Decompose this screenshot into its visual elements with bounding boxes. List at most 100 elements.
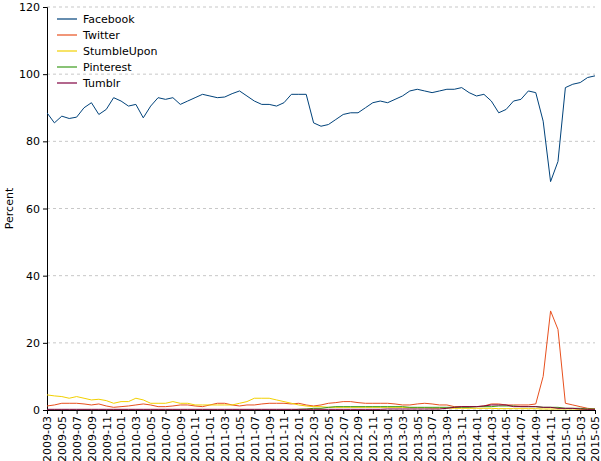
x-tick-mark — [373, 410, 374, 414]
plot: 0204060801001202009-032009-052009-072009… — [19, 1, 601, 461]
y-tick: 120 — [19, 1, 47, 14]
x-tick: 2014-11 — [545, 410, 558, 461]
x-tick-mark — [551, 410, 552, 414]
y-tick-mark — [43, 209, 47, 210]
y-tick-mark — [43, 7, 47, 8]
x-tick-label: 2011-01 — [204, 416, 217, 461]
x-tick: 2010-01 — [115, 410, 128, 461]
x-tick: 2013-05 — [412, 410, 425, 461]
y-tick-label: 0 — [33, 404, 40, 417]
x-tick-mark — [521, 410, 522, 414]
x-tick-mark — [314, 410, 315, 414]
y-tick-label: 100 — [19, 68, 40, 81]
x-tick: 2012-05 — [323, 410, 336, 461]
y-tick: 80 — [26, 135, 47, 148]
x-tick-label: 2015-01 — [560, 416, 573, 461]
y-tick: 100 — [19, 68, 47, 81]
x-tick-mark — [151, 410, 152, 414]
x-tick: 2014-07 — [515, 410, 528, 461]
x-tick-mark — [536, 410, 537, 414]
x-tick-mark — [417, 410, 418, 414]
x-tick: 2009-05 — [56, 410, 69, 461]
x-tick-label: 2012-11 — [367, 416, 380, 461]
x-tick-label: 2012-09 — [352, 416, 365, 461]
x-tick-mark — [195, 410, 196, 414]
x-tick: 2009-03 — [41, 410, 54, 461]
x-tick-mark — [299, 410, 300, 414]
x-tick: 2011-03 — [219, 410, 232, 461]
chart: 0204060801001202009-032009-052009-072009… — [0, 0, 601, 461]
x-tick-label: 2010-01 — [115, 416, 128, 461]
x-tick-label: 2009-11 — [101, 416, 114, 461]
x-tick-mark — [240, 410, 241, 414]
y-tick-mark — [43, 74, 47, 75]
legend-item: Facebook — [57, 13, 135, 26]
x-tick-mark — [77, 410, 78, 414]
grid-line — [47, 208, 595, 209]
x-tick-label: 2010-03 — [130, 416, 143, 461]
x-tick-label: 2013-07 — [426, 416, 439, 461]
y-tick-mark — [43, 343, 47, 344]
y-tick-label: 40 — [26, 270, 40, 283]
x-tick-label: 2010-07 — [160, 416, 173, 461]
y-tick: 0 — [33, 404, 47, 417]
x-tick-label: 2014-03 — [486, 416, 499, 461]
legend-label: Facebook — [83, 13, 135, 26]
x-tick: 2011-09 — [264, 410, 277, 461]
legend-swatch — [57, 82, 77, 83]
x-tick: 2012-11 — [367, 410, 380, 461]
x-tick: 2009-09 — [86, 410, 99, 461]
x-tick-label: 2011-11 — [278, 416, 291, 461]
legend-label: StumbleUpon — [83, 45, 158, 58]
grid-line — [47, 342, 595, 343]
legend-item: Pinterest — [57, 61, 132, 74]
x-tick: 2010-09 — [175, 410, 188, 461]
grid — [47, 7, 595, 410]
y-tick-label: 120 — [19, 1, 40, 14]
x-tick-mark — [180, 410, 181, 414]
series-line — [47, 76, 595, 182]
x-tick: 2010-05 — [145, 410, 158, 461]
x-tick: 2011-11 — [278, 410, 291, 461]
x-tick: 2012-01 — [293, 410, 306, 461]
legend-swatch — [57, 66, 77, 67]
x-tick-mark — [343, 410, 344, 414]
x-tick-mark — [210, 410, 211, 414]
y-tick-mark — [43, 276, 47, 277]
series-line — [47, 395, 595, 409]
legend-label: Pinterest — [83, 61, 132, 74]
x-tick-label: 2009-03 — [41, 416, 54, 461]
legend-swatch — [57, 34, 77, 35]
x-tick: 2013-09 — [441, 410, 454, 461]
x-tick-mark — [136, 410, 137, 414]
x-tick: 2011-01 — [204, 410, 217, 461]
x-tick: 2009-11 — [101, 410, 114, 461]
x-tick-mark — [328, 410, 329, 414]
legend-swatch — [57, 50, 77, 51]
series-line — [47, 405, 595, 409]
x-tick-mark — [462, 410, 463, 414]
x-tick-label: 2011-03 — [219, 416, 232, 461]
x-tick-label: 2014-11 — [545, 416, 558, 461]
x-tick-label: 2015-05 — [589, 416, 601, 461]
y-axis: 0 20 40 60 80 100 120 — [19, 1, 48, 417]
x-tick: 2013-01 — [382, 410, 395, 461]
x-tick: 2009-07 — [71, 410, 84, 461]
x-tick: 2010-07 — [160, 410, 173, 461]
grid-line — [47, 141, 595, 142]
x-tick-label: 2011-09 — [264, 416, 277, 461]
x-tick-label: 2014-01 — [471, 416, 484, 461]
x-tick-mark — [432, 410, 433, 414]
x-tick-mark — [388, 410, 389, 414]
legend-item: Tumblr — [57, 77, 121, 90]
y-tick-label: 20 — [26, 337, 40, 350]
y-tick-mark — [43, 410, 47, 411]
y-tick-label: 60 — [26, 203, 40, 216]
x-tick: 2015-05 — [589, 410, 601, 461]
x-tick-mark — [284, 410, 285, 414]
x-tick-mark — [491, 410, 492, 414]
x-tick: 2012-09 — [352, 410, 365, 461]
y-tick: 40 — [26, 270, 47, 283]
legend: FacebookTwitterStumbleUponPinterestTumbl… — [57, 13, 158, 90]
x-tick: 2015-01 — [560, 410, 573, 461]
